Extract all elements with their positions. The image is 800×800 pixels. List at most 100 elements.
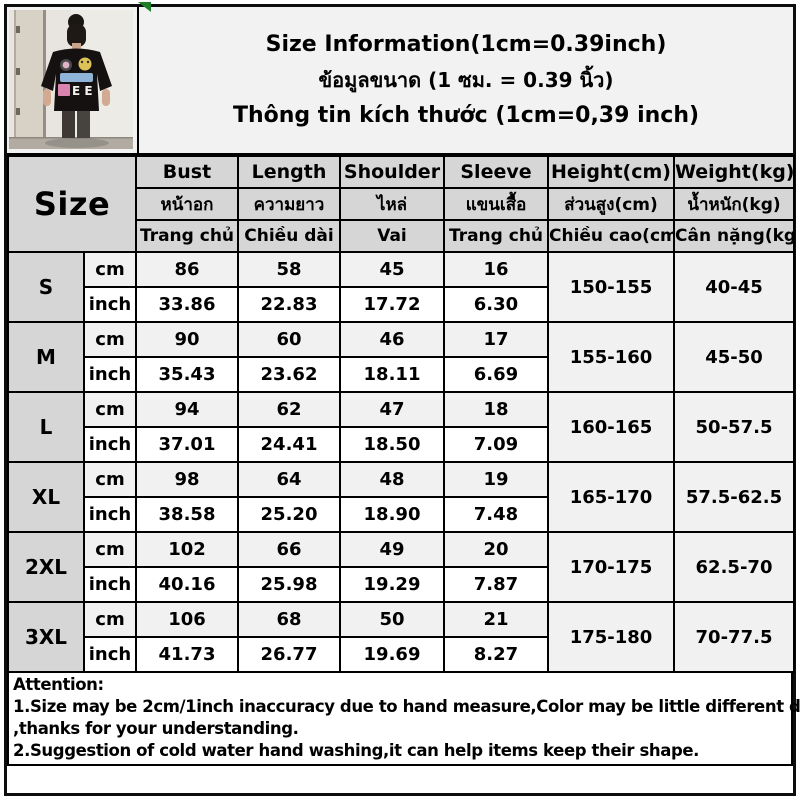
cell-2xl-sleeve-cm: 20	[443, 531, 549, 568]
unit-inch: inch	[83, 566, 137, 603]
col-header-shoulder-th: ไหล่	[339, 187, 445, 221]
col-header-height-vi: Chiều cao(cm)	[547, 219, 675, 253]
cell-3xl-length-cm: 68	[237, 601, 341, 638]
svg-text:E E: E E	[72, 84, 93, 98]
col-header-weight-th: น้ำหนัก(kg)	[673, 187, 795, 221]
cell-s-shoulder-cm: 45	[339, 251, 445, 288]
cell-l-shoulder-cm: 47	[339, 391, 445, 428]
size-label-s: S	[7, 251, 85, 323]
unit-cm: cm	[83, 601, 137, 638]
col-header-shoulder: Shoulder	[339, 155, 445, 189]
cell-l-sleeve-cm: 18	[443, 391, 549, 428]
cell-s-shoulder-inch: 17.72	[339, 286, 445, 323]
size-label-3xl: 3XL	[7, 601, 85, 673]
cell-m-bust-inch: 35.43	[135, 356, 239, 393]
product-photo: E E	[7, 7, 139, 153]
cell-l-sleeve-inch: 7.09	[443, 426, 549, 463]
cell-s-bust-inch: 33.86	[135, 286, 239, 323]
cell-s-length-inch: 22.83	[237, 286, 341, 323]
cell-xl-height: 165-170	[547, 461, 675, 533]
green-corner-mark	[138, 2, 151, 12]
cell-xl-weight: 57.5-62.5	[673, 461, 795, 533]
cell-l-length-cm: 62	[237, 391, 341, 428]
cell-2xl-length-inch: 25.98	[237, 566, 341, 603]
cell-s-bust-cm: 86	[135, 251, 239, 288]
cell-3xl-bust-inch: 41.73	[135, 636, 239, 673]
size-header-cell: Size	[7, 155, 137, 253]
col-header-sleeve-vi: Trang chủ	[443, 219, 549, 253]
unit-inch: inch	[83, 426, 137, 463]
unit-cm: cm	[83, 251, 137, 288]
size-label-m: M	[7, 321, 85, 393]
size-information-title: Size Information(1cm=0.39inch) ข้อมูลขนา…	[139, 7, 793, 153]
col-header-length-vi: Chiều dài	[237, 219, 341, 253]
row-3xl-cm: 3XL cm 106 68 50 21 175-180 70-77.5	[7, 601, 795, 673]
cell-m-length-cm: 60	[237, 321, 341, 358]
unit-cm: cm	[83, 391, 137, 428]
attention-line-1: 1.Size may be 2cm/1inch inaccuracy due t…	[13, 697, 800, 716]
attention-line-2: ,thanks for your understanding.	[13, 719, 299, 738]
row-l-cm: L cm 94 62 47 18 160-165 50-57.5	[7, 391, 795, 463]
cell-3xl-length-inch: 26.77	[237, 636, 341, 673]
row-2xl-inch: inch 40.16 25.98 19.29 7.87	[8, 566, 794, 603]
cell-xl-sleeve-cm: 19	[443, 461, 549, 498]
attention-heading: Attention:	[13, 675, 104, 694]
cell-2xl-bust-cm: 102	[135, 531, 239, 568]
cell-3xl-sleeve-inch: 8.27	[443, 636, 549, 673]
cell-l-shoulder-inch: 18.50	[339, 426, 445, 463]
row-l-inch: inch 37.01 24.41 18.50 7.09	[8, 426, 794, 463]
header-row-vi: Trang chủ Chiều dài Vai Trang chủ Chiều …	[8, 219, 795, 253]
cell-m-length-inch: 23.62	[237, 356, 341, 393]
title-section: E E Size Information(1cm=0.39inch) ข้อมู…	[7, 7, 793, 155]
row-xl-inch: inch 38.58 25.20 18.90 7.48	[8, 496, 794, 533]
unit-cm: cm	[83, 461, 137, 498]
cell-l-height: 160-165	[547, 391, 675, 463]
unit-inch: inch	[83, 356, 137, 393]
cell-xl-shoulder-cm: 48	[339, 461, 445, 498]
col-header-bust-th: หน้าอก	[135, 187, 239, 221]
attention-line-3: 2.Suggestion of cold water hand washing,…	[13, 741, 700, 760]
outer-frame: E E Size Information(1cm=0.39inch) ข้อมู…	[4, 4, 800, 796]
cell-m-bust-cm: 90	[135, 321, 239, 358]
cell-xl-shoulder-inch: 18.90	[339, 496, 445, 533]
cell-2xl-length-cm: 66	[237, 531, 341, 568]
row-s-inch: inch 33.86 22.83 17.72 6.30	[8, 286, 794, 323]
cell-2xl-sleeve-inch: 7.87	[443, 566, 549, 603]
cell-s-sleeve-inch: 6.30	[443, 286, 549, 323]
cell-3xl-sleeve-cm: 21	[443, 601, 549, 638]
unit-inch: inch	[83, 496, 137, 533]
size-label-2xl: 2XL	[7, 531, 85, 603]
row-m-cm: M cm 90 60 46 17 155-160 45-50	[7, 321, 795, 393]
cell-2xl-shoulder-inch: 19.29	[339, 566, 445, 603]
unit-cm: cm	[83, 321, 137, 358]
col-header-shoulder-vi: Vai	[339, 219, 445, 253]
col-header-sleeve-th: แขนเสื้อ	[443, 187, 549, 221]
col-header-weight-vi: Cân nặng(kg)	[673, 219, 795, 253]
cell-xl-bust-cm: 98	[135, 461, 239, 498]
header-row-th: หน้าอก ความยาว ไหล่ แขนเสื้อ ส่วนสูง(cm)…	[8, 187, 795, 221]
cell-m-sleeve-cm: 17	[443, 321, 549, 358]
cell-m-shoulder-inch: 18.11	[339, 356, 445, 393]
row-3xl-inch: inch 41.73 26.77 19.69 8.27	[8, 636, 794, 673]
cell-3xl-weight: 70-77.5	[673, 601, 795, 673]
cell-s-length-cm: 58	[237, 251, 341, 288]
cell-2xl-height: 170-175	[547, 531, 675, 603]
attention-notes: Attention: 1.Size may be 2cm/1inch inacc…	[7, 673, 800, 766]
col-header-bust-vi: Trang chủ	[135, 219, 239, 253]
cell-s-weight: 40-45	[673, 251, 795, 323]
cell-m-weight: 45-50	[673, 321, 795, 393]
cell-2xl-weight: 62.5-70	[673, 531, 795, 603]
col-header-weight: Weight(kg)	[673, 155, 795, 189]
model-photo-illustration: E E	[9, 10, 133, 149]
cell-3xl-bust-cm: 106	[135, 601, 239, 638]
cell-3xl-shoulder-cm: 50	[339, 601, 445, 638]
cell-xl-length-cm: 64	[237, 461, 341, 498]
title-th: ข้อมูลขนาด (1 ซม. = 0.39 นิ้ว)	[318, 68, 614, 92]
title-vi: Thông tin kích thước (1cm=0,39 inch)	[232, 103, 700, 128]
row-m-inch: inch 35.43 23.62 18.11 6.69	[8, 356, 794, 393]
size-label-l: L	[7, 391, 85, 463]
cell-xl-sleeve-inch: 7.48	[443, 496, 549, 533]
row-s-cm: S cm 86 58 45 16 150-155 40-45	[7, 251, 795, 323]
col-header-length-th: ความยาว	[237, 187, 341, 221]
